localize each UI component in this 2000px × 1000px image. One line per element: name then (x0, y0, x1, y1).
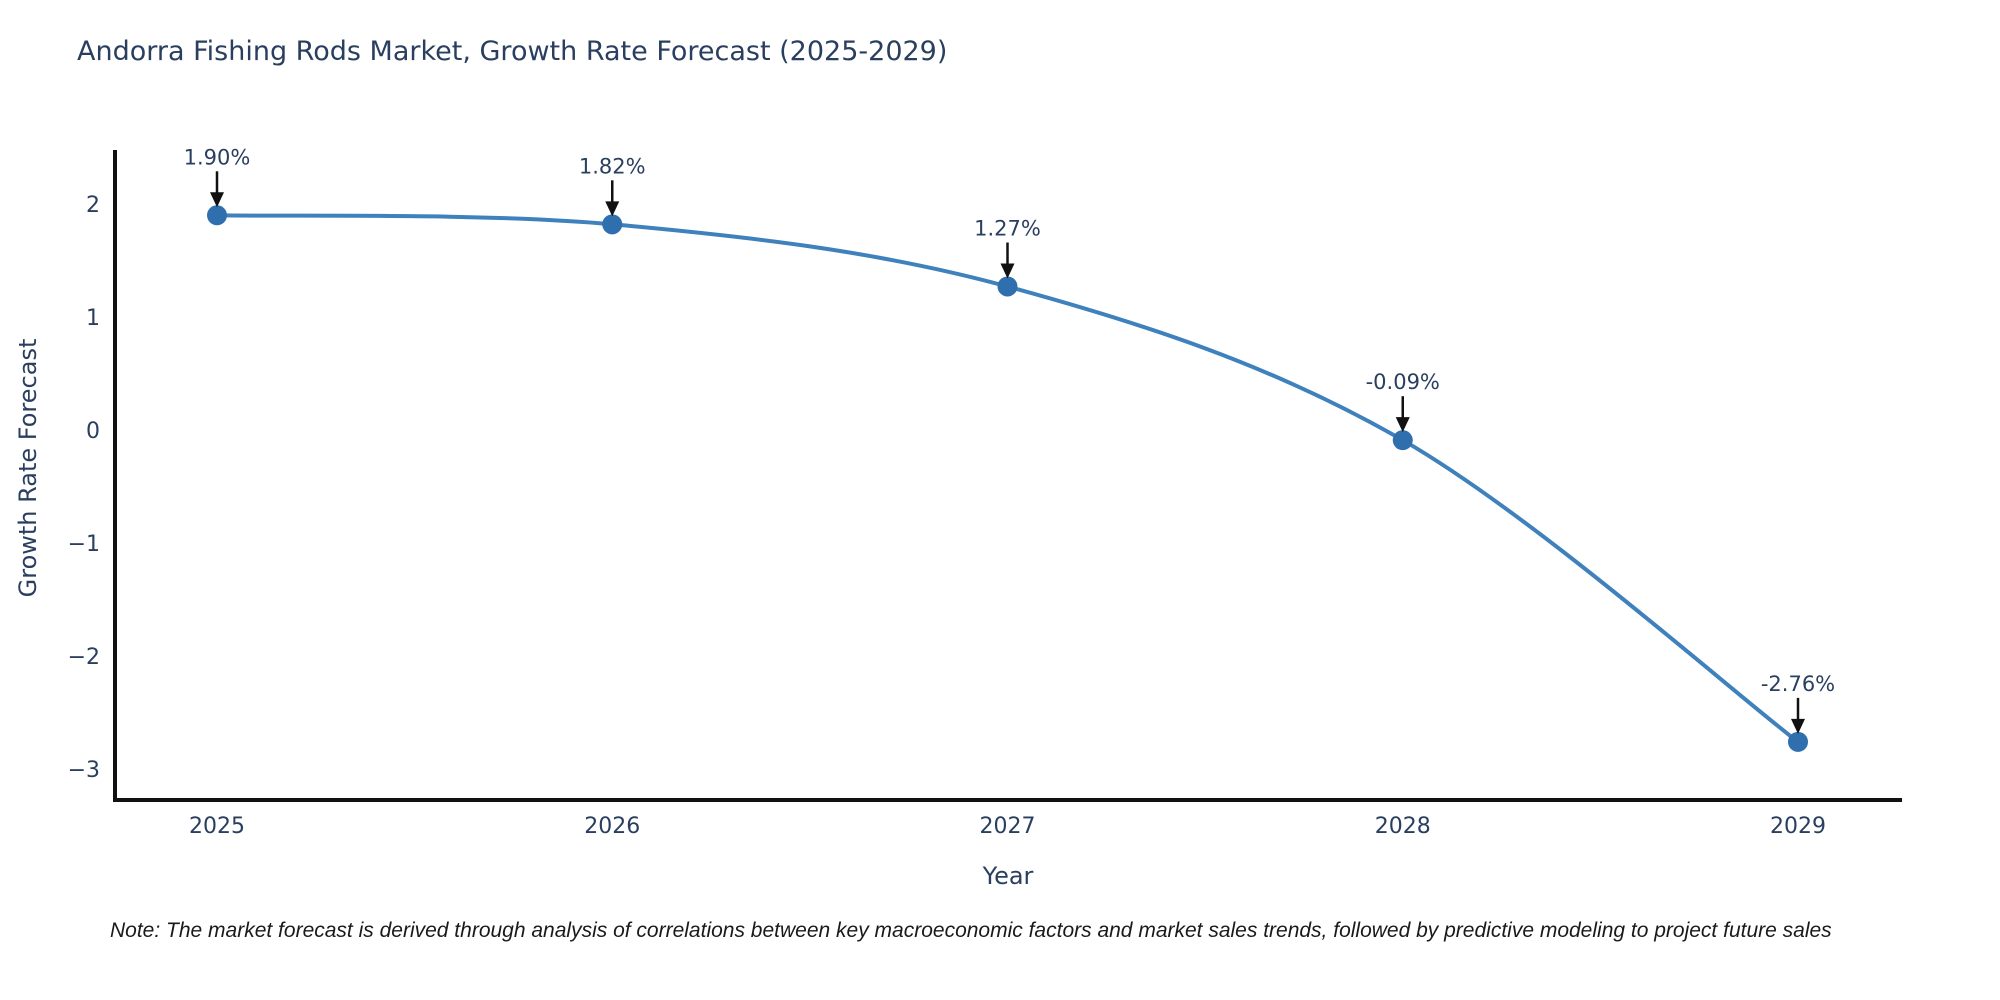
annotation-arrowhead (1791, 718, 1805, 734)
y-tick-label: 2 (86, 193, 100, 218)
y-tick-label: −3 (68, 758, 100, 783)
annotation-label: -0.09% (1366, 370, 1440, 394)
x-tick-label: 2029 (1770, 814, 1826, 839)
annotation-label: -2.76% (1761, 672, 1835, 696)
x-tick-label: 2025 (189, 814, 245, 839)
y-tick-label: 0 (86, 419, 100, 444)
annotation-label: 1.82% (579, 154, 646, 178)
data-point-2026 (602, 214, 623, 235)
data-point-2029 (1788, 731, 1808, 752)
y-tick-label: −1 (68, 532, 100, 557)
data-point-2025 (207, 205, 227, 226)
annotation-arrowhead (1000, 263, 1015, 279)
y-tick-label: 1 (86, 306, 100, 331)
x-axis-title: Year (982, 862, 1034, 890)
annotation-arrowhead (605, 201, 620, 217)
annotation-arrowhead (210, 192, 224, 208)
x-tick-label: 2027 (980, 814, 1036, 839)
annotation-arrowhead (1395, 417, 1410, 433)
annotation-label: 1.27% (974, 216, 1041, 240)
x-tick-label: 2026 (584, 814, 640, 839)
data-point-2027 (997, 276, 1018, 297)
annotation-label: 1.90% (184, 145, 251, 169)
footnote: Note: The market forecast is derived thr… (110, 919, 1832, 942)
chart-title: Andorra Fishing Rods Market, Growth Rate… (77, 36, 948, 67)
y-tick-label: −2 (68, 645, 100, 670)
x-tick-label: 2028 (1375, 814, 1431, 839)
data-point-2028 (1392, 430, 1413, 451)
